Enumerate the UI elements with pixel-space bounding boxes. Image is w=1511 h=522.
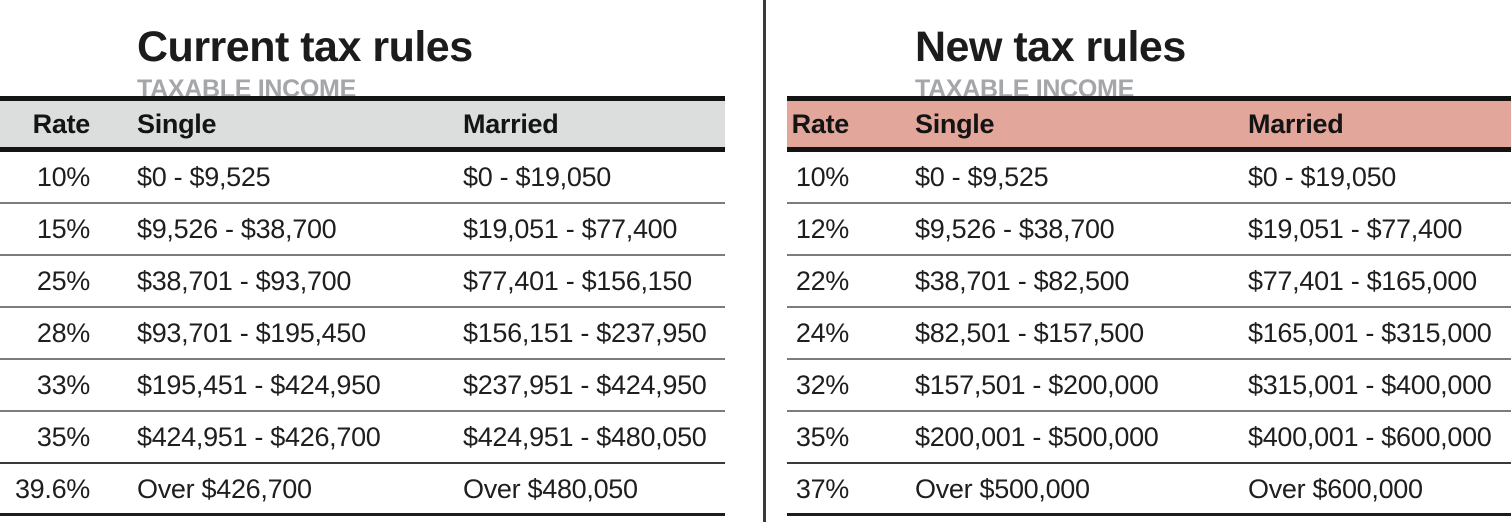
table-row: 10% $0 - $9,525 $0 - $19,050 (0, 152, 725, 204)
cell-single: $9,526 - $38,700 (915, 214, 1115, 244)
column-header-rate: Rate (791, 109, 850, 139)
cell-single: $0 - $9,525 (137, 162, 271, 192)
cell-married: $156,151 - $237,950 (463, 318, 707, 348)
table-row: 12% $9,526 - $38,700 $19,051 - $77,400 (787, 204, 1511, 256)
table-row: 32% $157,501 - $200,000 $315,001 - $400,… (787, 360, 1511, 412)
cell-married: $400,001 - $600,000 (1248, 422, 1492, 452)
cell-married: $315,001 - $400,000 (1248, 370, 1492, 400)
current-table-header-row: Rate Single Married (0, 96, 725, 152)
column-header-single: Single (915, 109, 995, 139)
column-header-married: Married (1248, 109, 1344, 139)
current-tax-rules-table: Current tax rules TAXABLE INCOME Rate Si… (0, 0, 725, 522)
table-row: 25% $38,701 - $93,700 $77,401 - $156,150 (0, 256, 725, 308)
cell-married: $19,051 - $77,400 (463, 214, 678, 244)
cell-married: $19,051 - $77,400 (1248, 214, 1463, 244)
cell-married: $424,951 - $480,050 (463, 422, 707, 452)
cell-single: Over $426,700 (137, 474, 312, 504)
cell-married: $77,401 - $156,150 (463, 266, 692, 296)
new-tax-rules-table: New tax rules TAXABLE INCOME Rate Single… (787, 0, 1511, 522)
table-row: 37% Over $500,000 Over $600,000 (787, 464, 1511, 516)
cell-single: Over $500,000 (915, 474, 1090, 504)
cell-single: $424,951 - $426,700 (137, 422, 381, 452)
table-row: 33% $195,451 - $424,950 $237,951 - $424,… (0, 360, 725, 412)
table-row: 10% $0 - $9,525 $0 - $19,050 (787, 152, 1511, 204)
cell-single: $38,701 - $93,700 (137, 266, 352, 296)
cell-single: $200,001 - $500,000 (915, 422, 1159, 452)
cell-single: $9,526 - $38,700 (137, 214, 337, 244)
cell-single: $195,451 - $424,950 (137, 370, 381, 400)
cell-single: $157,501 - $200,000 (915, 370, 1159, 400)
cell-married: $77,401 - $165,000 (1248, 266, 1477, 296)
cell-rate: 35% (36, 422, 90, 452)
cell-married: Over $480,050 (463, 474, 638, 504)
cell-married: Over $600,000 (1248, 474, 1423, 504)
cell-rate: 35% (795, 422, 849, 452)
cell-married: $0 - $19,050 (463, 162, 612, 192)
table-row: 35% $424,951 - $426,700 $424,951 - $480,… (0, 412, 725, 464)
cell-rate: 10% (795, 162, 849, 192)
cell-rate: 39.6% (14, 474, 90, 504)
column-header-single: Single (137, 109, 217, 139)
cell-married: $237,951 - $424,950 (463, 370, 707, 400)
cell-single: $82,501 - $157,500 (915, 318, 1144, 348)
cell-rate: 33% (36, 370, 90, 400)
column-header-married: Married (463, 109, 559, 139)
vertical-divider (763, 0, 766, 522)
table-row: 28% $93,701 - $195,450 $156,151 - $237,9… (0, 308, 725, 360)
cell-rate: 22% (795, 266, 849, 296)
table-row: 24% $82,501 - $157,500 $165,001 - $315,0… (787, 308, 1511, 360)
new-table-title: New tax rules (915, 22, 1186, 71)
table-row: 22% $38,701 - $82,500 $77,401 - $165,000 (787, 256, 1511, 308)
cell-rate: 24% (795, 318, 849, 348)
cell-rate: 28% (36, 318, 90, 348)
column-header-rate: Rate (32, 109, 91, 139)
cell-single: $93,701 - $195,450 (137, 318, 366, 348)
current-table-title: Current tax rules (137, 22, 473, 71)
cell-rate: 10% (36, 162, 90, 192)
cell-single: $38,701 - $82,500 (915, 266, 1130, 296)
cell-rate: 32% (795, 370, 849, 400)
current-table-body: 10% $0 - $9,525 $0 - $19,050 15% $9,526 … (0, 152, 725, 516)
cell-rate: 37% (795, 474, 849, 504)
cell-single: $0 - $9,525 (915, 162, 1049, 192)
table-row: 35% $200,001 - $500,000 $400,001 - $600,… (787, 412, 1511, 464)
cell-married: $165,001 - $315,000 (1248, 318, 1492, 348)
new-table-header-row: Rate Single Married (787, 96, 1511, 152)
new-table-body: 10% $0 - $9,525 $0 - $19,050 12% $9,526 … (787, 152, 1511, 516)
cell-rate: 25% (36, 266, 90, 296)
cell-rate: 12% (795, 214, 849, 244)
table-row: 39.6% Over $426,700 Over $480,050 (0, 464, 725, 516)
cell-married: $0 - $19,050 (1248, 162, 1397, 192)
cell-rate: 15% (36, 214, 90, 244)
table-row: 15% $9,526 - $38,700 $19,051 - $77,400 (0, 204, 725, 256)
